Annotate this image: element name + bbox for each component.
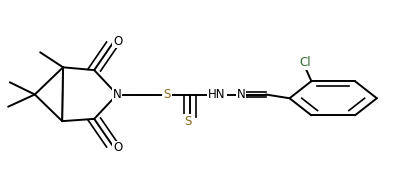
Text: N: N — [113, 88, 121, 101]
Text: S: S — [163, 88, 171, 101]
Text: Cl: Cl — [299, 57, 311, 70]
Text: O: O — [113, 35, 123, 47]
Text: O: O — [113, 142, 123, 154]
Text: N: N — [236, 88, 245, 101]
Text: S: S — [184, 115, 191, 128]
Text: HN: HN — [208, 88, 226, 101]
